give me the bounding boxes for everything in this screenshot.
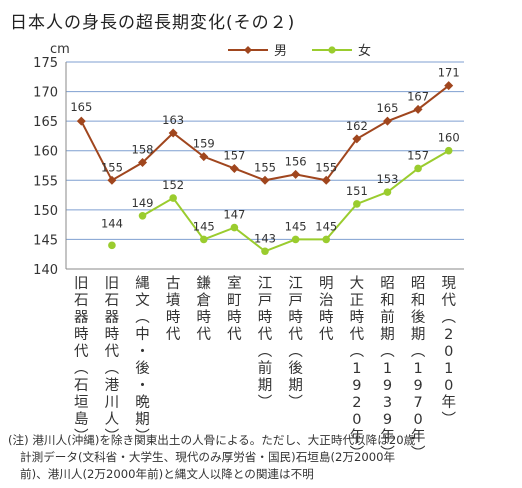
- y-unit-label: cm: [50, 42, 70, 57]
- data-label: 145: [193, 219, 215, 233]
- legend-marker: [328, 46, 336, 54]
- data-point: [76, 116, 86, 126]
- data-label: 145: [315, 219, 337, 233]
- data-label: 162: [346, 119, 368, 133]
- data-point: [383, 188, 392, 196]
- category-label: 室町時代: [227, 275, 242, 343]
- data-label: 145: [285, 219, 307, 233]
- data-label: 152: [162, 178, 184, 192]
- data-point: [322, 235, 331, 244]
- data-point: [353, 200, 361, 208]
- data-point: [291, 235, 300, 244]
- data-point: [444, 146, 453, 155]
- data-label: 171: [438, 66, 460, 80]
- data-point: [229, 163, 239, 173]
- data-point: [291, 169, 301, 179]
- category-label: 昭和後期︵ 1 9 7 0 年︶: [411, 276, 426, 462]
- data-label: 159: [193, 137, 215, 151]
- data-point: [230, 223, 239, 232]
- category-label: 古墳時代: [166, 275, 181, 343]
- y-tick-label: 165: [33, 115, 58, 130]
- data-point: [261, 247, 269, 256]
- category-label: 明治時代: [319, 276, 334, 343]
- data-label: 149: [132, 196, 154, 210]
- category-label: 昭和前期︵ 1 9 3 9 年︶: [380, 276, 395, 462]
- category-label: 江戸時代︵後期︶: [288, 275, 303, 411]
- data-label: 151: [346, 184, 368, 198]
- data-label: 153: [376, 172, 398, 186]
- data-label: 155: [101, 160, 123, 174]
- note-line: (注) 港川人(沖縄)を除き関東出土の人骨による。ただし、大正時代以降は20歳: [8, 433, 416, 447]
- y-tick-label: 175: [33, 56, 58, 71]
- legend-label: 男: [274, 44, 287, 59]
- data-point: [444, 81, 454, 91]
- data-point: [168, 128, 178, 138]
- data-point: [382, 116, 392, 126]
- data-point: [108, 241, 116, 250]
- y-tick-label: 170: [33, 86, 58, 101]
- y-tick-label: 160: [33, 145, 58, 160]
- data-label: 165: [70, 100, 92, 114]
- data-label: 144: [101, 216, 123, 230]
- data-point: [199, 235, 208, 244]
- category-label: 大正時代︵ 1 9 2 0 年︶: [350, 275, 365, 462]
- data-label: 160: [438, 131, 460, 145]
- data-point: [413, 104, 423, 114]
- y-tick-label: 155: [33, 174, 58, 189]
- category-label: 旧石器時代︵港川人︶: [105, 275, 120, 445]
- data-label: 158: [132, 143, 154, 157]
- chart-title: 日本人の身長の超長期変化(その２): [10, 13, 296, 33]
- data-label: 163: [162, 113, 184, 127]
- data-point: [107, 175, 117, 185]
- data-point: [352, 134, 362, 144]
- data-point: [321, 175, 331, 185]
- data-label: 155: [254, 160, 276, 174]
- data-label: 155: [315, 160, 337, 174]
- note-line: 計測データ(文科省・大学生、現代のみ厚労省・国民)石垣島(2万2000年: [20, 450, 395, 464]
- category-label: 鎌倉時代: [197, 275, 212, 343]
- data-label: 167: [407, 89, 429, 103]
- category-label: 縄文︵中・後・晩期︶: [135, 275, 150, 445]
- y-tick-label: 140: [33, 263, 58, 278]
- category-label: 江戸時代︵前期︶: [258, 275, 273, 411]
- note-line: 前)、港川人(2万2000年前)と縄文人以降との関連は不明: [20, 467, 314, 481]
- data-point: [138, 211, 147, 220]
- data-label: 147: [223, 208, 245, 222]
- data-point: [414, 164, 422, 173]
- data-point: [260, 175, 270, 185]
- legend-label: 女: [358, 43, 371, 59]
- legend-marker: [244, 46, 252, 54]
- data-point: [138, 158, 148, 168]
- data-label: 156: [285, 154, 307, 168]
- data-label: 157: [223, 148, 245, 162]
- data-label: 165: [376, 101, 398, 115]
- data-label: 157: [407, 148, 429, 162]
- data-point: [169, 194, 177, 202]
- y-tick-label: 145: [33, 233, 58, 248]
- data-point: [199, 152, 209, 162]
- data-label: 143: [254, 231, 276, 245]
- y-tick-label: 150: [33, 204, 58, 219]
- category-label: 現代︵ 2 0 1 0 年︶: [441, 276, 456, 428]
- category-label: 旧石器時代︵石垣島︶: [74, 275, 89, 445]
